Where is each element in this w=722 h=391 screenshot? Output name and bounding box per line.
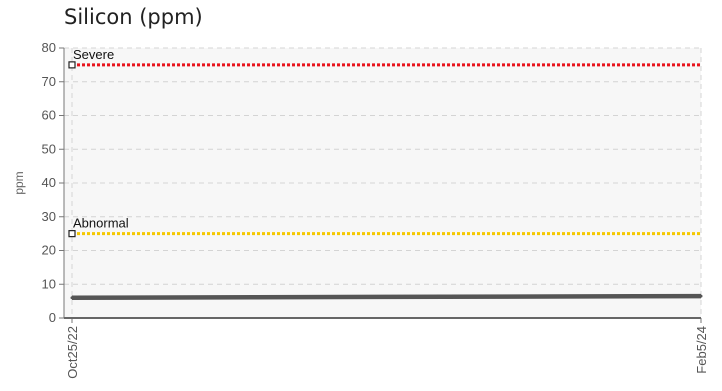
threshold-label-severe: Severe [73, 47, 114, 62]
data-point [70, 296, 74, 300]
y-tick-label: 10 [42, 276, 56, 291]
series [70, 293, 703, 300]
threshold-marker-abnormal [68, 230, 76, 238]
chart-title: Silicon (ppm) [64, 5, 203, 29]
thresholds: Severe Abnormal [68, 47, 701, 238]
y-tick-label: 50 [42, 141, 56, 156]
threshold-marker-severe [68, 61, 76, 69]
x-tick-label: Feb5/24 [694, 326, 709, 374]
y-tick-label: 70 [42, 74, 56, 89]
y-tick-label: 80 [42, 40, 56, 55]
series-line [71, 293, 702, 300]
y-tick-label: 0 [49, 310, 56, 325]
data-point [699, 294, 703, 298]
y-tick-label: 30 [42, 209, 56, 224]
grid [64, 47, 702, 318]
y-tick-label: 20 [42, 243, 56, 258]
threshold-label-abnormal: Abnormal [73, 216, 129, 231]
x-tick-label: Oct25/22 [65, 326, 80, 379]
y-axis-title: ppm [12, 171, 26, 194]
axes: 0 10 20 30 40 50 60 70 80 Oct25/22 Feb5/24 [42, 40, 709, 379]
y-tick-label: 40 [42, 175, 56, 190]
y-tick-label: 60 [42, 108, 56, 123]
